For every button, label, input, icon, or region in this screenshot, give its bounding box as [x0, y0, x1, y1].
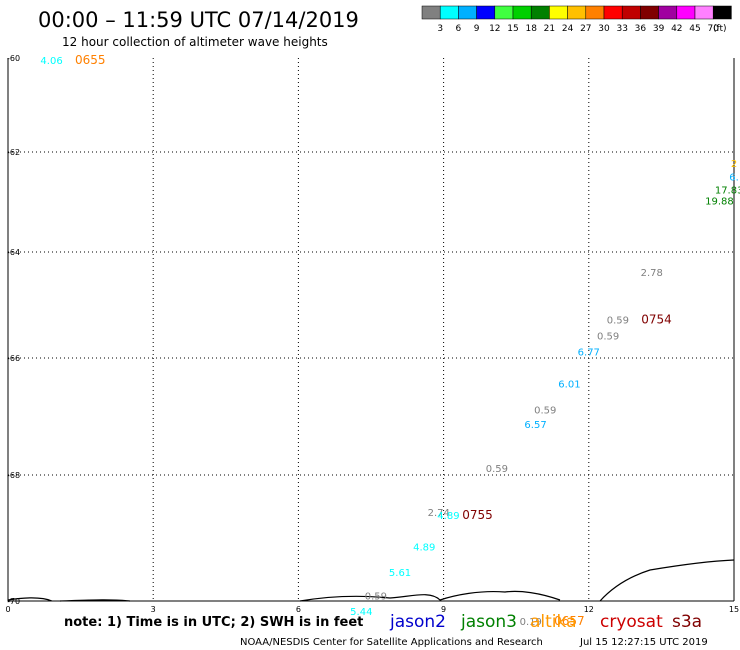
coastline — [7, 559, 735, 602]
scale-label: 3 — [437, 24, 443, 34]
x-tick-label: 12 — [584, 605, 594, 614]
scale-swatch — [567, 5, 587, 20]
footer-note: note: 1) Time is in UTC; 2) SWH is in fe… — [64, 615, 363, 630]
scale-label: 6 — [456, 24, 462, 34]
scale-swatch — [712, 5, 732, 20]
swh-value-label: 5.44 — [350, 607, 372, 618]
swh-value-label: 0.59 — [597, 331, 619, 342]
scale-swatch — [439, 5, 459, 20]
axis-ticks: -60 -62 -64 -66 -68 -700 3 6 9 12 15 — [5, 54, 739, 614]
y-tick-label: -64 — [7, 248, 20, 257]
satellite-name-cryosat: cryosat — [600, 612, 663, 632]
satellite-name-s3a: s3a — [672, 612, 702, 632]
swh-value-label: 2.74 — [428, 508, 450, 519]
scale-label: 18 — [525, 24, 537, 34]
swh-value-label: 2 — [731, 159, 737, 170]
scale-unit: (ft) — [713, 24, 727, 34]
scale-swatch — [494, 5, 514, 20]
footer-credit: NOAA/NESDIS Center for Satellite Applica… — [240, 637, 543, 648]
swh-value-label: 4.89 — [437, 511, 459, 522]
swh-value-label: 0.59 — [607, 316, 629, 327]
scale-label: 42 — [671, 24, 682, 34]
x-tick-label: 15 — [729, 605, 739, 614]
pass-time-labels: 0655 0754 0755 0657 — [75, 53, 672, 628]
swh-value-label: 6. — [729, 173, 739, 184]
y-tick-label: -60 — [7, 54, 20, 63]
scale-swatch — [421, 5, 441, 20]
satellite-name-altika: altika — [530, 612, 577, 632]
swh-value-label: 6.57 — [524, 420, 546, 431]
scale-swatch — [476, 5, 496, 20]
swh-value-label: 0.19 — [520, 617, 542, 628]
y-tick-label: -70 — [7, 597, 20, 606]
plot-grid — [7, 58, 735, 602]
scale-swatch — [458, 5, 477, 20]
chart-subtitle: 12 hour collection of altimeter wave hei… — [62, 35, 328, 49]
swh-value-label: 6.77 — [578, 347, 600, 358]
scale-label: 9 — [474, 24, 480, 34]
scale-swatch — [530, 5, 550, 20]
satellite-name-jason2: jason2 — [389, 612, 446, 632]
swh-value-label: 0.59 — [486, 464, 508, 475]
scale-label: 45 — [689, 24, 700, 34]
x-tick-label: 9 — [441, 605, 446, 614]
color-scale-legend: 3 6 9 12 15 18 21 24 27 30 33 36 39 42 45 70 — [421, 5, 732, 34]
scale-swatch — [621, 5, 641, 20]
scale-label: 27 — [580, 24, 591, 34]
footer-timestamp: Jul 15 12:27:15 UTC 2019 — [579, 637, 708, 648]
pass-time-label: 0657 — [554, 614, 585, 628]
scale-label: 24 — [562, 24, 574, 34]
swh-value-label: 6.01 — [558, 379, 580, 390]
y-tick-label: -62 — [7, 148, 20, 157]
scale-swatch — [658, 5, 678, 20]
scale-label: 39 — [653, 24, 665, 34]
scale-label: 12 — [489, 24, 500, 34]
scale-swatch — [676, 5, 696, 20]
swh-value-label: 5.61 — [389, 568, 411, 579]
scale-label: 70 — [707, 24, 719, 34]
x-tick-label: 3 — [151, 605, 156, 614]
scale-swatch — [640, 5, 659, 20]
scale-label: 21 — [544, 24, 555, 34]
scale-label: 36 — [635, 24, 647, 34]
chart-title: 00:00 – 11:59 UTC 07/14/2019 — [38, 8, 359, 32]
scale-swatch — [549, 5, 568, 20]
satellite-legend: jason2 jason3 altika cryosat s3a — [389, 612, 702, 632]
y-tick-label: -66 — [7, 354, 20, 363]
scale-swatch — [694, 5, 714, 20]
data-points: 4.06 2.78 0.59 0.59 6.77 6.01 0.59 6.57 0.59 2.74… — [40, 56, 740, 628]
scale-swatch — [585, 5, 605, 20]
swh-value-label: 0.59 — [365, 592, 387, 603]
scale-label: 33 — [616, 24, 627, 34]
y-tick-label: -68 — [7, 471, 20, 480]
pass-time-label: 0655 — [75, 53, 106, 67]
swh-value-label: 4.89 — [413, 543, 435, 554]
scale-label: 30 — [598, 24, 610, 34]
satellite-name-jason3: jason3 — [460, 612, 517, 632]
scale-label: 15 — [507, 24, 518, 34]
scale-swatch — [603, 5, 623, 20]
swh-value-label: 2.78 — [641, 268, 663, 279]
pass-time-label: 0755 — [462, 508, 493, 522]
pass-time-label: 0754 — [641, 313, 672, 327]
swh-value-label: 19.88 — [705, 197, 734, 208]
scale-swatch — [512, 5, 532, 20]
swh-value-label: 4.06 — [40, 56, 62, 67]
x-tick-label: 6 — [296, 605, 301, 614]
x-tick-label: 0 — [5, 605, 10, 614]
swh-value-label: 0.59 — [534, 406, 556, 417]
swh-value-label: 17.83 — [715, 186, 740, 197]
